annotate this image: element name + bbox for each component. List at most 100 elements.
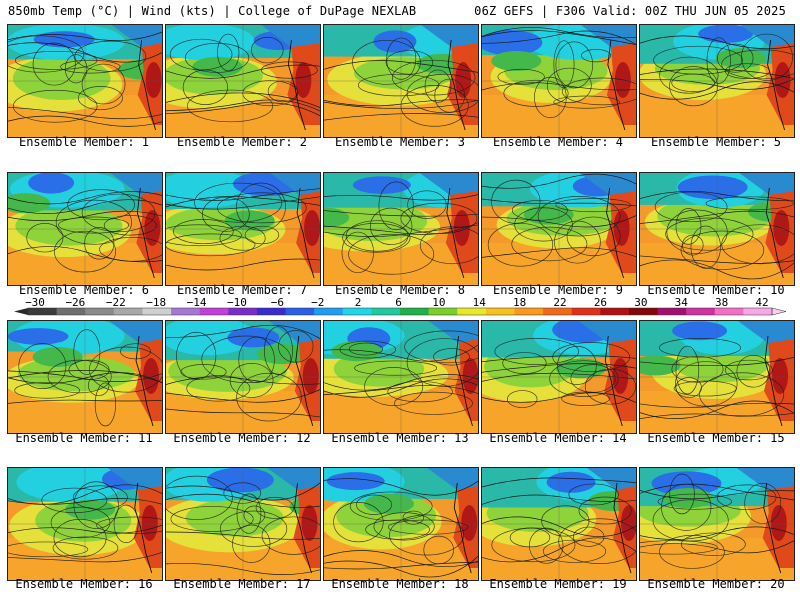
ensemble-map-panel [481,24,637,138]
ensemble-map-panel [639,24,795,138]
ensemble-member-label: Ensemble Member: 17 [173,577,311,591]
temperature-field-map [640,25,794,137]
ensemble-map-panel [165,24,321,138]
colorbar-tick-label: 2 [354,296,362,309]
ensemble-map-panel [481,467,637,581]
temperature-field-map [640,173,794,285]
temperature-field-map [8,321,162,433]
ensemble-member-label: Ensemble Member: 5 [650,135,782,149]
colorbar-tick-label: −22 [105,296,126,309]
temperature-field-map [324,25,478,137]
colorbar-swatch [657,308,687,315]
ensemble-map-panel [639,320,795,434]
colorbar-swatch [228,308,258,315]
ensemble-member-label: Ensemble Member: 8 [334,283,466,297]
ensemble-member-label: Ensemble Member: 20 [647,577,785,591]
temperature-field-map [640,321,794,433]
colorbar-tick-label: 10 [432,296,446,309]
colorbar-tick-label: −14 [186,296,207,309]
temperature-field-map [482,173,636,285]
colorbar-tick-label: 30 [634,296,648,309]
ensemble-member-label: Ensemble Member: 1 [18,135,150,149]
colorbar-swatch [457,308,487,315]
colorbar-swatch [743,308,773,315]
colorbar-tick-label: −10 [227,296,247,309]
ensemble-member-label: Ensemble Member: 7 [176,283,308,297]
colorbar-tick-label: −2 [311,296,325,309]
run-valid-time: 06Z GEFS | F306 Valid: 00Z THU JUN 05 20… [474,4,786,18]
temperature-field-map [8,468,162,580]
ensemble-member-label: Ensemble Member: 11 [15,431,153,445]
ensemble-member-label: Ensemble Member: 18 [331,577,469,591]
colorbar-swatch [256,308,287,315]
colorbar-swatch [600,308,630,315]
colorbar-swatch [314,308,344,315]
ensemble-map-panel [481,172,637,286]
colorbar-min-arrow [14,308,28,315]
ensemble-map-panel [165,467,321,581]
colorbar-swatch [686,308,716,315]
map-title: 850mb Temp (°C) | Wind (kts) | College o… [8,4,417,18]
colorbar-tick-label: 18 [513,296,527,309]
colorbar-tick-label: −6 [270,296,284,309]
colorbar-tick-labels: −30 −26 −22 −18 −14 −10 −6 −2 2 6 10 14 18 22 26 30 34 38… [0,296,800,309]
colorbar-tick-label: 38 [714,296,729,309]
colorbar-tick-label: −18 [146,296,167,309]
temperature-field-map [166,25,320,137]
colorbar-swatch [28,308,58,315]
temperature-field-map [482,321,636,433]
colorbar-swatch [543,308,573,315]
ensemble-member-label: Ensemble Member: 10 [647,283,785,297]
ensemble-member-label: Ensemble Member: 19 [489,577,627,591]
ensemble-member-label: Ensemble Member: 4 [492,135,624,149]
colorbar-swatch [142,308,172,315]
ensemble-map-panel [323,172,479,286]
ensemble-member-label: Ensemble Member: 6 [18,283,150,297]
colorbar-tick-label: 34 [674,296,688,309]
colorbar-swatch [428,308,458,315]
colorbar-tick-label: −30 [25,296,45,309]
colorbar-swatch [113,308,143,315]
colorbar-swatch [514,308,544,315]
ensemble-member-label: Ensemble Member: 14 [489,431,627,445]
colorbar-swatch [285,308,315,315]
ensemble-member-label: Ensemble Member: 2 [176,135,308,149]
ensemble-map-panel [165,320,321,434]
ensemble-map-panel [7,24,163,138]
colorbar-swatch [56,308,86,315]
ensemble-map-panel [165,172,321,286]
temperature-field-map [166,173,320,285]
colorbar-swatch [342,308,372,315]
ensemble-map-panel [481,320,637,434]
ensemble-member-label: Ensemble Member: 13 [331,431,469,445]
temperature-field-map [166,468,320,580]
temperature-field-map [640,468,794,580]
colorbar-tick-label: 26 [593,296,608,309]
temperature-field-map [482,468,636,580]
temperature-field-map [324,173,478,285]
temperature-field-map [324,468,478,580]
temperature-field-map [8,173,162,285]
colorbar-swatch [171,308,201,315]
temperature-field-map [324,321,478,433]
ensemble-map-panel [639,172,795,286]
colorbar-swatch [571,308,601,315]
ensemble-member-label: Ensemble Member: 9 [492,283,624,297]
colorbar-tick-label: 22 [553,296,567,309]
temperature-colorbar [14,307,787,316]
ensemble-map-panel [7,172,163,286]
colorbar-swatch [371,308,401,315]
temperature-field-map [166,321,320,433]
ensemble-map-panel [323,320,479,434]
ensemble-member-label: Ensemble Member: 16 [15,577,153,591]
colorbar-swatch [485,308,515,315]
ensemble-member-label: Ensemble Member: 15 [647,431,785,445]
colorbar-swatch [85,308,115,315]
colorbar-swatch [628,308,659,315]
temperature-field-map [8,25,162,137]
colorbar-max-arrow [771,307,787,316]
ensemble-map-panel [7,320,163,434]
colorbar-tick-label: 14 [472,296,486,309]
ensemble-map-panel [323,24,479,138]
temperature-field-map [482,25,636,137]
